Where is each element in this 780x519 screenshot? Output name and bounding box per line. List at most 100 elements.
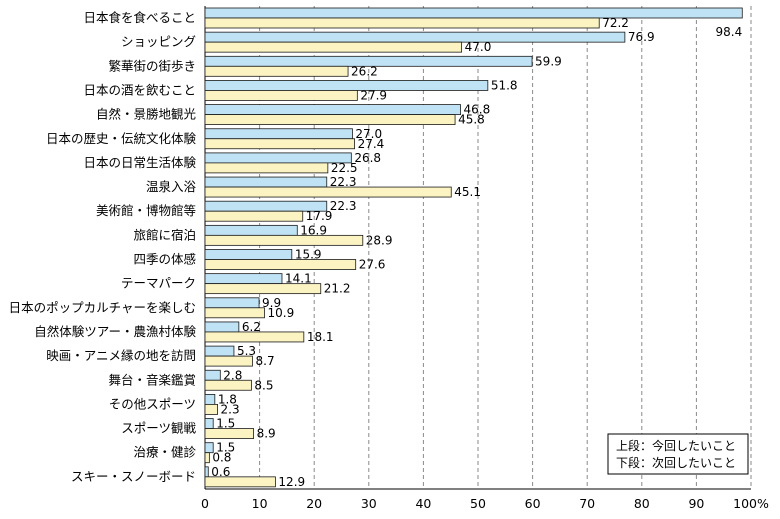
x-tick-label: 20 <box>306 496 322 511</box>
data-label: 76.9 <box>628 30 655 44</box>
category-label: 自然体験ツアー・農漁村体験 <box>34 324 196 339</box>
bar-current <box>204 466 209 478</box>
bar-next <box>204 307 265 319</box>
data-label: 2.8 <box>223 368 242 382</box>
bar-next <box>204 379 252 391</box>
x-tick-label: 90 <box>688 496 704 511</box>
data-label: 5.3 <box>237 344 256 358</box>
data-label: 2.3 <box>221 402 240 416</box>
bar-next <box>204 283 322 295</box>
bar-current <box>204 369 221 381</box>
category-label: 舞台・音楽鑑賞 <box>108 372 196 387</box>
bar-next <box>204 259 357 270</box>
bar-current <box>204 297 260 309</box>
category-label: テーマパーク <box>121 276 196 291</box>
legend: 上段：今回したいこと 下段：次回したいこと <box>607 433 749 475</box>
bar-current <box>204 249 293 260</box>
category-label: 美術館・博物館等 <box>96 203 196 218</box>
x-tick-label: 60 <box>525 496 541 511</box>
bar-current <box>204 345 235 357</box>
bar-next <box>204 41 463 53</box>
bar-next <box>204 162 329 174</box>
bar-current <box>204 104 461 115</box>
x-tick-label: 10 <box>252 496 268 511</box>
data-label: 14.1 <box>285 272 312 286</box>
data-label: 6.2 <box>242 320 261 334</box>
bar-next <box>204 210 304 222</box>
data-label: 27.0 <box>355 127 382 141</box>
bar-next <box>204 234 364 246</box>
data-label: 10.9 <box>268 306 295 320</box>
bar-next <box>204 90 358 101</box>
data-label: 17.9 <box>306 209 333 223</box>
bar-next <box>204 138 356 150</box>
data-label: 45.1 <box>454 185 481 199</box>
x-tick-label: 80 <box>634 496 650 511</box>
bar-current <box>204 393 216 405</box>
data-label: 22.3 <box>330 199 357 213</box>
data-label: 21.2 <box>324 282 351 296</box>
bar-current <box>204 418 214 429</box>
category-label: 映画・アニメ縁の地を訪問 <box>46 348 196 363</box>
category-label: 繁華街の街歩き <box>108 58 196 73</box>
data-label: 8.9 <box>257 427 276 441</box>
x-tick-label: 100% <box>733 496 769 511</box>
data-label: 98.4 <box>716 25 743 39</box>
bar-current <box>204 128 353 140</box>
data-label: 16.9 <box>300 223 327 237</box>
data-label: 8.5 <box>254 378 273 392</box>
gridlines <box>204 6 752 490</box>
category-label: ショッピング <box>121 34 196 49</box>
bar-current <box>204 273 283 285</box>
legend-box <box>607 433 749 475</box>
category-label: 日本のポップカルチャーを楽しむ <box>9 300 196 315</box>
data-label: 15.9 <box>295 248 322 262</box>
bar-next <box>204 17 600 29</box>
category-label: 日本の酒を飲むこと <box>83 82 196 97</box>
data-label: 45.8 <box>458 113 485 127</box>
data-label: 1.8 <box>218 392 237 406</box>
data-label: 27.4 <box>358 137 385 151</box>
bar-current <box>204 31 626 43</box>
data-label: 28.9 <box>366 233 393 247</box>
x-tick-label: 50 <box>470 496 486 511</box>
category-label: 日本の歴史・伝統文化体験 <box>46 131 197 146</box>
bar-current <box>204 80 489 91</box>
data-label: 22.3 <box>330 175 357 189</box>
category-labels: 日本食を食べることショッピング繁華街の街歩き日本の酒を飲むこと自然・景勝地観光日… <box>9 10 197 484</box>
x-tick-label: 70 <box>579 496 595 511</box>
x-tick-label: 40 <box>415 496 431 511</box>
legend-entry-current: 上段：今回したいこと <box>616 438 736 453</box>
x-tick-label: 30 <box>361 496 377 511</box>
data-label: 59.9 <box>535 54 562 68</box>
data-label: 9.9 <box>262 296 281 310</box>
data-label: 26.8 <box>354 151 381 165</box>
bar-next <box>204 114 456 125</box>
data-label: 1.5 <box>216 417 235 431</box>
data-label: 72.2 <box>602 16 629 30</box>
bar-next <box>204 452 210 464</box>
data-label: 47.0 <box>465 40 492 54</box>
data-label: 0.6 <box>211 465 230 479</box>
x-tick-labels: 0 10 20 30 40 50 60 70 80 90 100% <box>201 496 769 511</box>
legend-entry-next: 下段：次回したいこと <box>616 455 736 470</box>
category-label: 日本食を食べること <box>83 10 196 25</box>
bar-next <box>204 476 276 488</box>
bar-next <box>204 403 218 415</box>
data-label: 22.5 <box>331 161 358 175</box>
bar-current <box>204 224 298 236</box>
category-label: スキー・スノーボード <box>71 469 196 484</box>
category-label: 治療・健診 <box>133 445 196 460</box>
x-tick-label: 0 <box>201 496 209 511</box>
bar-current <box>204 55 533 67</box>
data-label: 1.5 <box>216 441 235 455</box>
bar-current <box>204 7 743 19</box>
category-label: 四季の体感 <box>133 252 196 267</box>
bar-next <box>204 355 253 367</box>
category-label: 日本の日常生活体験 <box>83 155 196 170</box>
data-label: 8.7 <box>256 354 275 368</box>
bars: 98.4 72.276.9 47.0 59.9 26.2 51.8 27.9 46.845.8… <box>204 7 743 489</box>
bar-current <box>204 321 240 333</box>
category-label: その他スポーツ <box>109 396 196 411</box>
category-label: 自然・景勝地観光 <box>96 107 196 122</box>
